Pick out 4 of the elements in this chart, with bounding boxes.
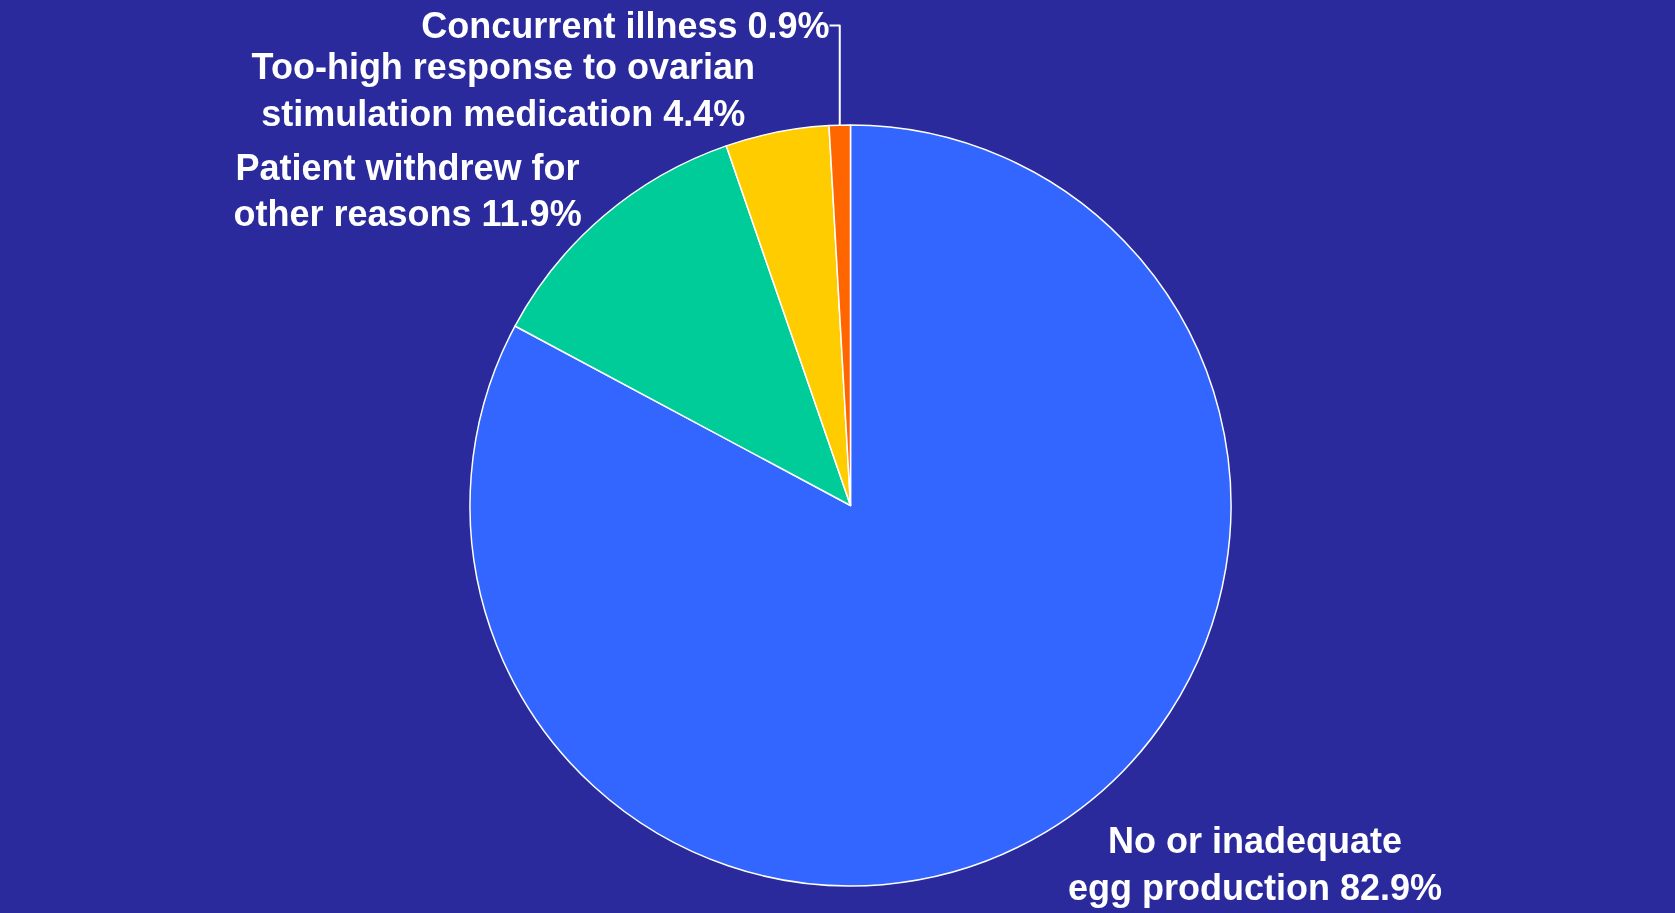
- slice-label: Patient withdrew for other reasons 11.9%: [233, 146, 582, 235]
- slice-label: Concurrent illness 0.9%: [421, 5, 830, 47]
- slice-label: Too-high response to ovarian stimulation medication 4.4%: [251, 46, 755, 134]
- slice-label: No or inadequate egg production 82.9%: [1068, 820, 1443, 909]
